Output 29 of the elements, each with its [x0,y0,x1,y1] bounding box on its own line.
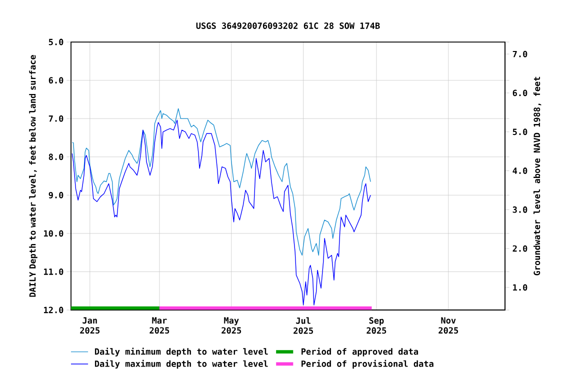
x-tick-label: Jan 2025 [80,317,100,334]
y-tick-label: 11.0 [44,268,64,275]
y-tick-label: 9.0 [48,192,64,198]
x-tick-label: Sep 2025 [366,317,386,334]
y-tick-label: 5.0 [48,38,64,46]
line-series [72,120,371,306]
y-tick-label: 7.0 [48,115,64,122]
x-tick-label: Mar 2025 [150,317,170,334]
y2-tick-label: 1.0 [513,284,528,291]
y2-tick-label: 5.0 [512,128,528,136]
legend-label: Period of approved data [302,348,418,356]
y-tick-label: 8.0 [48,154,64,160]
y-axis-title: DAILY Depth to water level, feet below land surface [29,55,38,297]
x-tick-label: Nov 2025 [438,317,458,334]
y-tick-label: 6.0 [48,77,64,84]
y-tick-label: 10.0 [44,230,64,237]
y-tick-label: 12.0 [44,306,64,314]
y2-tick-label: 6.0 [512,90,528,96]
y2-tick-label: 2.0 [512,245,528,252]
y2-tick-label: 7.0 [512,50,528,58]
y2-tick-label: 4.0 [512,168,528,174]
legend-label: Daily minimum depth to water level [94,348,268,356]
legend-label: Daily maximum depth to water level [94,360,268,369]
x-tick-label: Jul 2025 [294,317,313,334]
legend-label: Period of provisional data [302,360,434,369]
y2-tick-label: 3.0 [512,206,528,213]
y2-axis-title: Groundwater level above NAVD 1988, feet [534,76,542,276]
chart-title: USGS 364920076093202 61C 28 SOW 174B [196,22,380,29]
x-tick-label: May 2025 [222,317,242,334]
